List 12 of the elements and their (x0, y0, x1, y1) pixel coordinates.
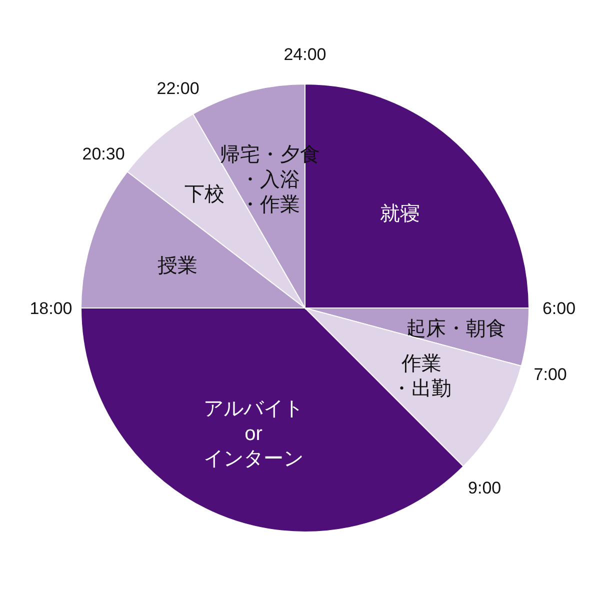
text: 6:00 (542, 299, 576, 318)
text: 9:00 (468, 478, 502, 498)
slice-label: 授業 (158, 254, 198, 277)
slice-label: 起床・朝食 (406, 318, 506, 340)
text: 18:00 (30, 299, 72, 318)
text: 7:00 (534, 364, 567, 384)
text: 22:00 (156, 79, 200, 98)
text: 24:00 (284, 45, 326, 64)
slice-label: アルバイト or インターン (204, 398, 304, 470)
slice-label: 作業・出勤 (391, 353, 452, 400)
slice-label: 就寝 (380, 202, 420, 225)
text: 20:30 (82, 144, 125, 164)
